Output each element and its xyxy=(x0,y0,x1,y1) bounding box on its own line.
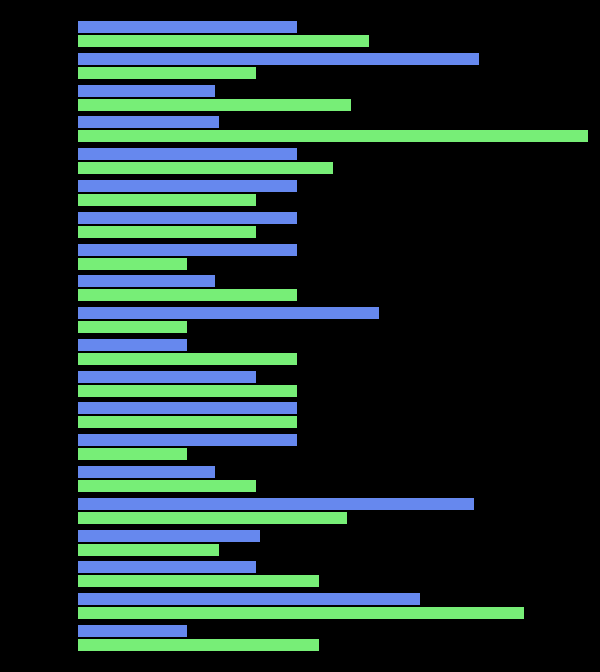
Bar xyxy=(78,607,524,619)
Bar xyxy=(78,530,260,542)
Bar xyxy=(78,212,296,224)
Bar xyxy=(78,339,187,351)
Bar xyxy=(78,307,379,319)
Bar xyxy=(78,257,187,269)
Bar xyxy=(78,480,256,492)
Bar xyxy=(78,130,588,142)
Bar xyxy=(78,625,187,637)
Bar xyxy=(78,544,219,556)
Bar xyxy=(78,466,215,478)
Bar xyxy=(78,99,351,111)
Bar xyxy=(78,417,296,429)
Bar xyxy=(78,21,296,33)
Bar xyxy=(78,639,319,651)
Bar xyxy=(78,162,333,174)
Bar xyxy=(78,116,219,128)
Bar xyxy=(78,575,319,587)
Bar xyxy=(78,67,256,79)
Bar xyxy=(78,149,296,160)
Bar xyxy=(78,384,296,396)
Bar xyxy=(78,226,256,238)
Bar xyxy=(78,593,419,605)
Bar xyxy=(78,498,474,510)
Bar xyxy=(78,289,296,301)
Bar xyxy=(78,243,296,255)
Bar xyxy=(78,35,370,47)
Bar xyxy=(78,180,296,192)
Bar xyxy=(78,434,296,446)
Bar xyxy=(78,321,187,333)
Bar xyxy=(78,512,347,523)
Bar xyxy=(78,353,296,365)
Bar xyxy=(78,448,187,460)
Bar xyxy=(78,85,215,97)
Bar xyxy=(78,194,256,206)
Bar xyxy=(78,403,296,415)
Bar xyxy=(78,561,256,573)
Bar xyxy=(78,276,215,288)
Bar xyxy=(78,371,256,383)
Bar xyxy=(78,53,479,65)
